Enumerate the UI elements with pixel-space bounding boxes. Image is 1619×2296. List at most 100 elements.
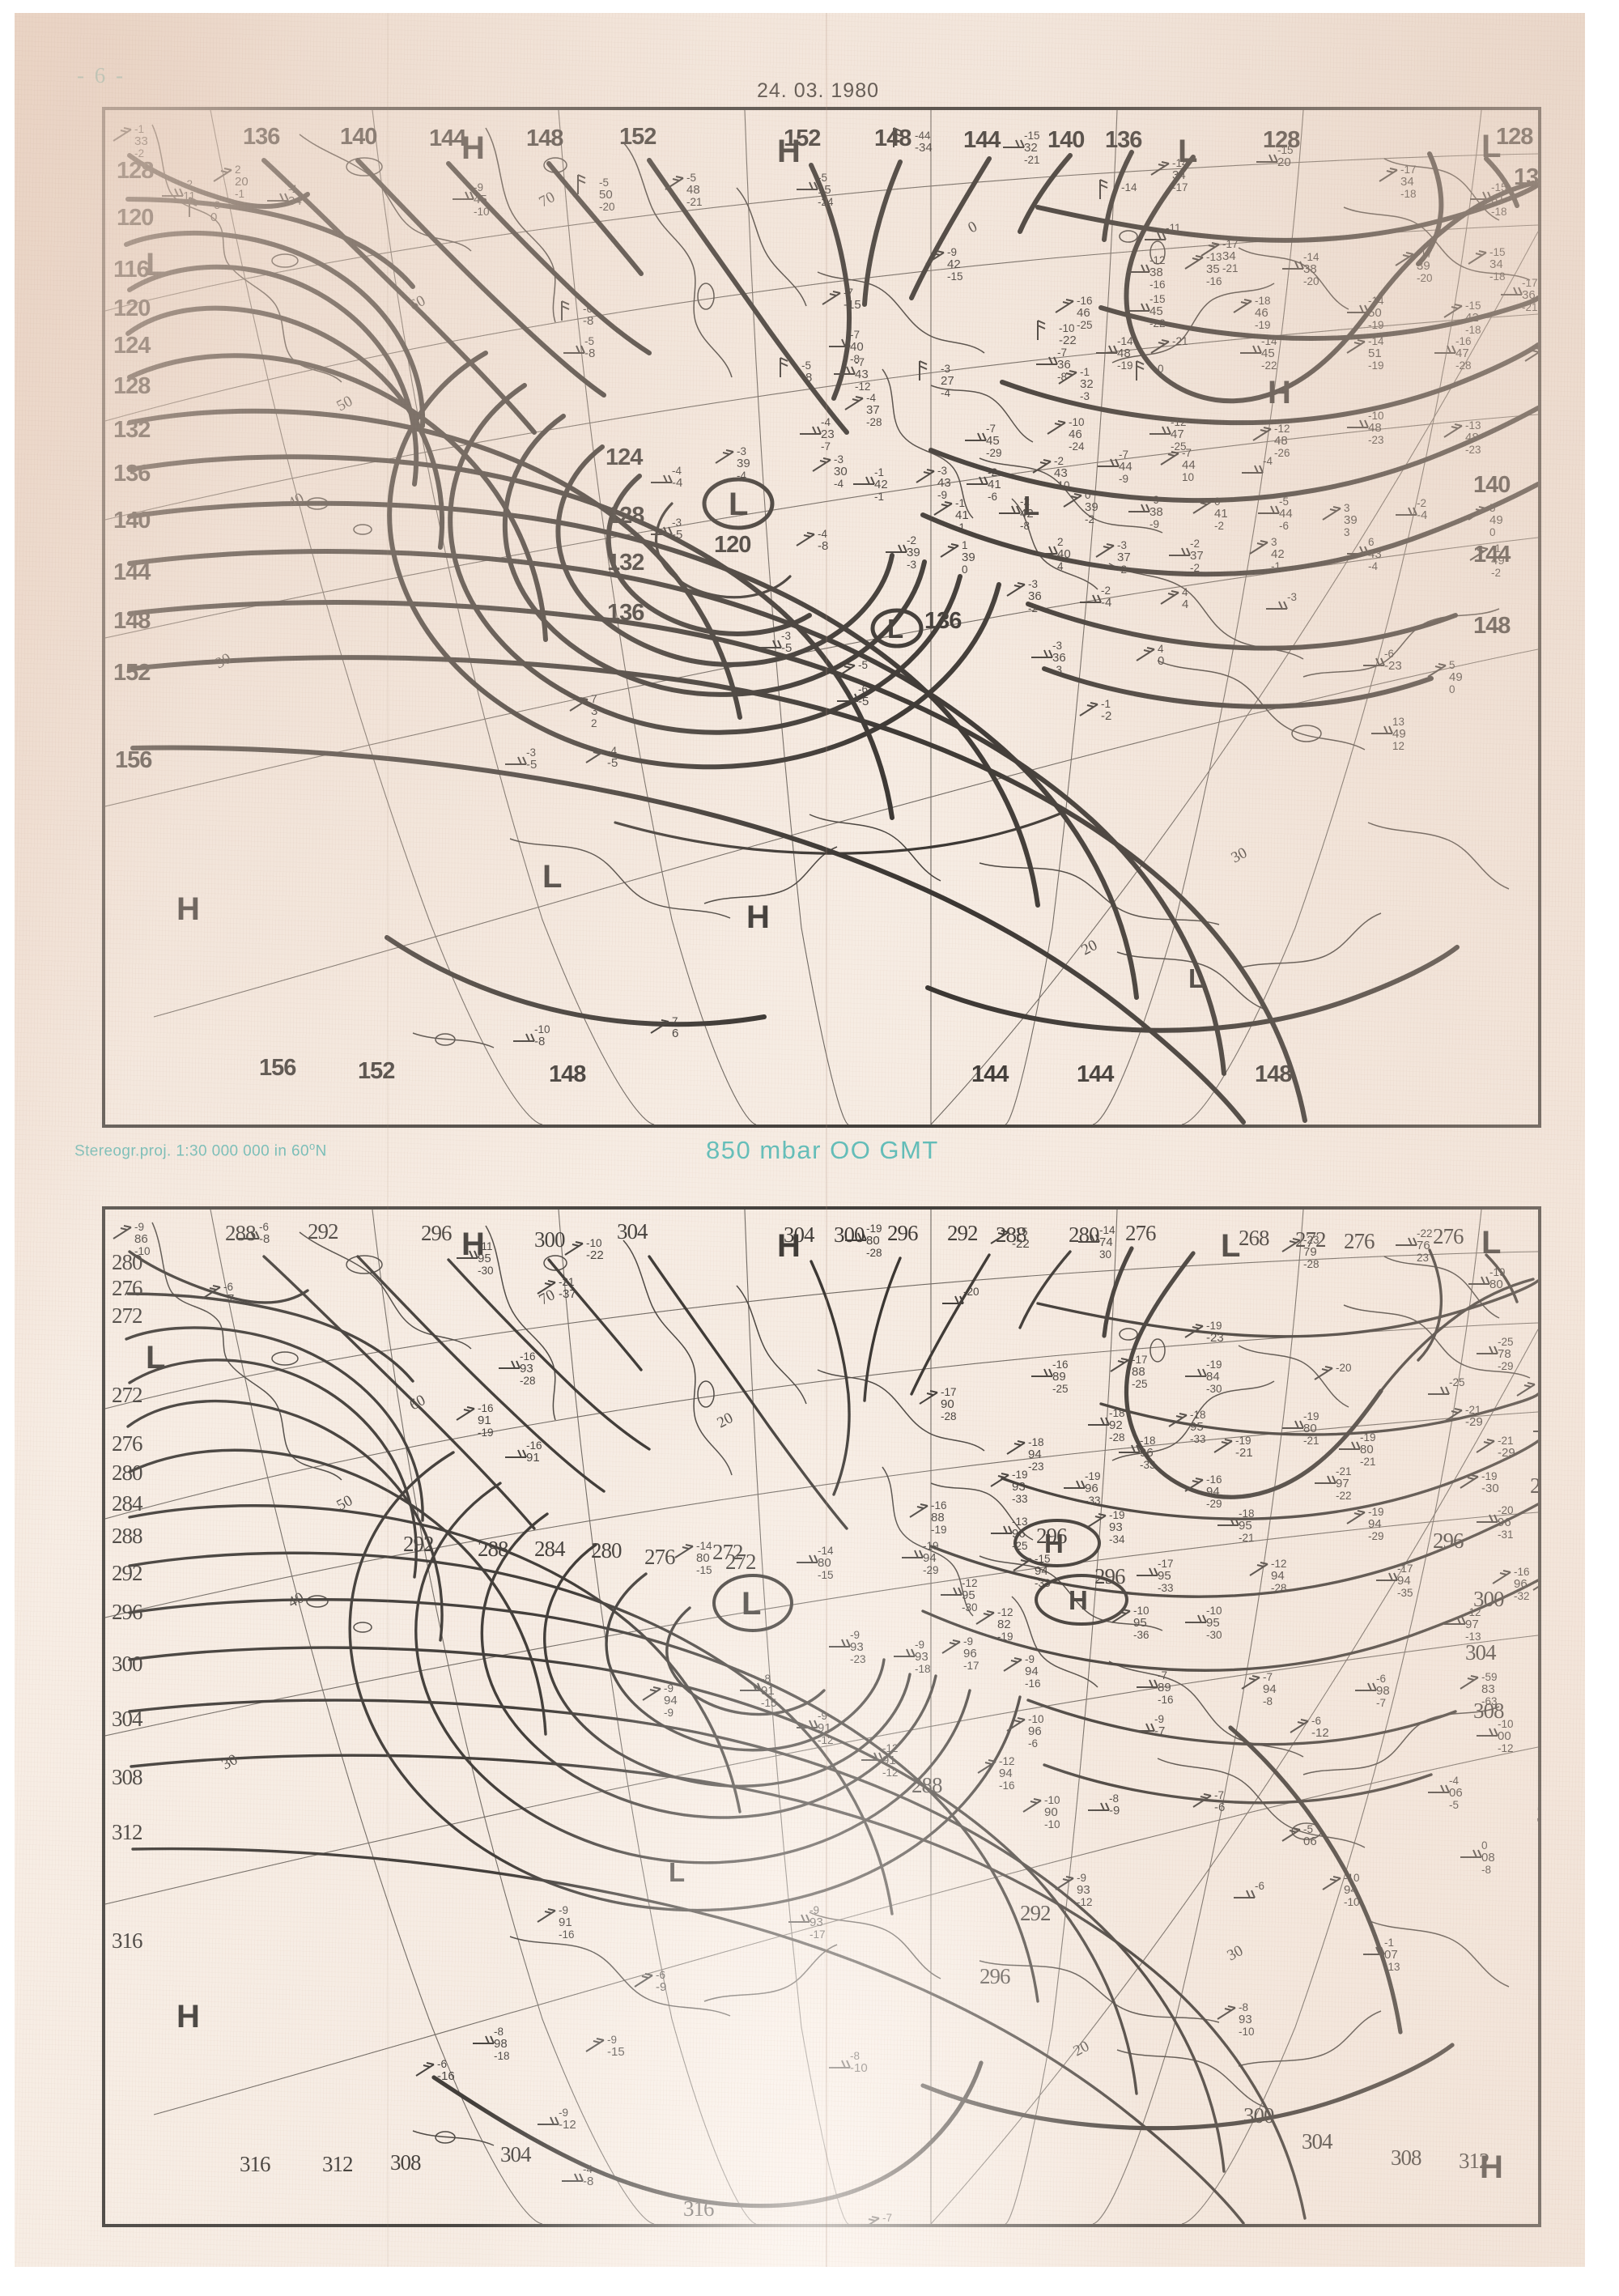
station-dewpoint: -21 [686,196,703,208]
station-plot: -330-4 [812,453,848,490]
station-humidity: 96 [963,1647,977,1660]
station-humidity: 93 [1012,1480,1026,1494]
station-dewpoint: 30 [1099,1248,1111,1261]
station-humidity: 48 [1117,347,1131,360]
station-humidity: 80 [866,1234,880,1248]
station-temp: -21 [559,1276,575,1288]
map-700mbar[interactable]: 288 292 296 300 304 304 300 296 292 288 280 276 268 2… [102,1206,1541,2227]
station-humidity: 82 [997,1618,1011,1631]
wind-barb-icon [1136,1567,1158,1576]
station-temp: -9 [474,181,483,193]
wind-barb-icon [1184,255,1204,270]
station-temp: 3 [1344,502,1350,514]
wind-barb-icon [1322,506,1341,521]
station-humidity: 46 [1255,306,1268,320]
isohypse-label: 116 [113,257,150,283]
wind-barb-icon [456,1406,475,1421]
wind-barb-icon [759,640,782,648]
station-humidity: 48 [686,183,700,197]
wind-barb-icon [1030,649,1053,658]
wind-barb-icon [1128,504,1150,512]
wind-barb-icon [1233,299,1252,313]
isohypse-label: 300 [534,1227,565,1252]
station-humidity: 80 [1489,1278,1503,1291]
station-humidity: -5 [858,695,869,708]
station-temp: -3 [526,746,536,759]
wind-barb-icon [1346,339,1366,354]
station-temp: -6 [583,303,593,315]
station-humidity: 45 [1149,304,1163,318]
station-dewpoint: -2 [1117,563,1127,576]
wind-barb-icon [1476,1728,1498,1737]
station-temp: -14 [1368,335,1384,347]
station-temp: -2 [1190,538,1200,550]
svg-text:H: H [777,134,801,169]
station-temp: -10 [1044,1794,1060,1806]
station-temp: -15 [1024,130,1040,142]
wind-barb-icon [1055,1876,1074,1890]
scan-crease-line [826,0,827,2296]
station-temp: -21 [1336,1465,1352,1478]
station-plot: 643-4 [1346,536,1382,572]
station-dewpoint: -24 [1069,440,1085,453]
station-plot: 76 [650,1015,678,1040]
station-humidity: 37 [866,403,880,417]
station-humidity: 0 [1158,654,1164,668]
wind-barb-icon [1087,1802,1110,1811]
station-humidity: 6 [672,1027,678,1040]
isohypse-label: 280 [112,1461,142,1485]
station-temp: -16 [1052,1358,1069,1371]
station-temp: -4 [607,745,617,757]
station-temp: -9 [1154,1713,1164,1725]
svg-text:H: H [176,1999,200,2035]
station-temp: -1 [1101,698,1111,710]
station-temp: -4 [583,2163,593,2175]
wind-barb-icon [1346,304,1369,313]
station-temp: -14 [1117,335,1133,347]
station-humidity: -8 [583,2175,593,2188]
station-humidity: 37 [1117,551,1131,564]
isohypse-label: 136 [243,124,280,150]
map-850mbar[interactable]: 1361401441481521521481441401361281281321… [102,107,1541,1128]
station-plot: -994-16 [1003,1653,1041,1690]
station-temp: -5 [599,176,609,189]
station-temp: -6 [1255,1880,1264,1892]
wind-barb-icon [415,2062,435,2077]
station-dewpoint: -6 [1279,520,1289,532]
isohypse-label: 292 [308,1219,338,1244]
station-temp: -10 [534,1023,550,1035]
station-dewpoint: -4 [737,470,746,482]
station-temp: -1 [288,183,298,195]
station-dewpoint: -18 [494,2050,510,2062]
station-dewpoint: -32 [1514,1590,1530,1602]
station-temp: -9 [947,246,957,258]
graticule-label: 30 [219,1751,240,1773]
station-dewpoint: -29 [986,447,1002,459]
wind-barb-icon [1322,1876,1341,1890]
isohypse-label: 120 [117,205,153,231]
station-plot: -9-15 [585,2034,625,2059]
isohypse-label: 276 [1125,1221,1156,1245]
isohypse-label: 316 [240,2152,270,2176]
isohypse-label: 312 [112,1820,142,1844]
svg-text:L: L [1481,129,1501,164]
station-plot: -942-15 [925,246,963,283]
wind-barb-icon [1002,139,1025,148]
wind-barb-icon [1468,1276,1490,1285]
station-temp: 4 [1182,586,1188,598]
isohypse-label: 128 [113,373,151,399]
station-temp: -2 [183,178,193,190]
isohypse-label: 128 [607,503,644,529]
station-plot: -4-8 [796,528,828,553]
station-humidity: -29 [1465,1415,1483,1429]
station-dewpoint: -19 [931,1524,947,1536]
station-temp: -9 [607,2034,617,2046]
station-dewpoint: -36 [1133,1629,1149,1641]
wind-barb-icon [1532,1423,1538,1432]
wind-barb-icon [1003,1657,1022,1672]
